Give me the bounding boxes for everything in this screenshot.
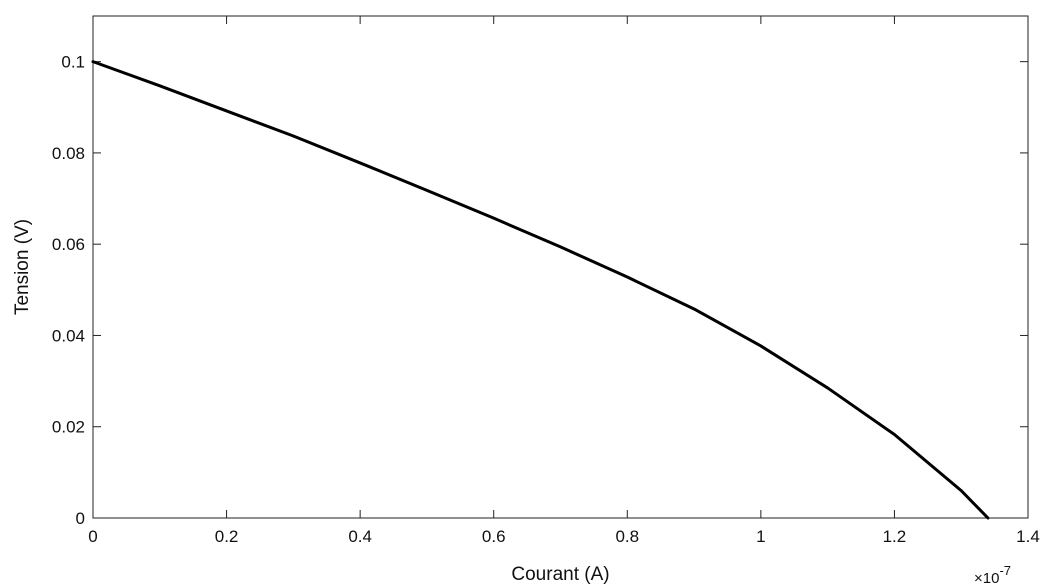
y-tick-label: 0.08 bbox=[52, 144, 85, 163]
x-tick-label: 0.8 bbox=[615, 527, 639, 546]
y-tick-label: 0.06 bbox=[52, 235, 85, 254]
x-tick-label: 0.2 bbox=[215, 527, 239, 546]
y-axis-ticks: 0 0.02 0.04 0.06 0.08 0.1 bbox=[52, 53, 1028, 528]
plot-area bbox=[92, 15, 1029, 519]
y-tick-label: 0.1 bbox=[61, 53, 85, 72]
y-axis-label: Tension (V) bbox=[12, 219, 33, 315]
x-tick-label: 0.6 bbox=[482, 527, 506, 546]
x-axis-multiplier: ×10-7 bbox=[974, 563, 1011, 585]
x-tick-label: 1.2 bbox=[883, 527, 907, 546]
x-multiplier-exponent: -7 bbox=[999, 563, 1011, 578]
x-axis-label: Courant (A) bbox=[511, 564, 609, 585]
x-tick-label: 1.4 bbox=[1016, 527, 1040, 546]
y-tick-label: 0.02 bbox=[52, 418, 85, 437]
series-line bbox=[91, 60, 990, 520]
y-tick-label: 0 bbox=[76, 509, 85, 528]
x-axis-ticks: 0 0.2 0.4 0.6 0.8 1 1.2 1.4 bbox=[88, 16, 1040, 546]
x-multiplier-base: ×10 bbox=[974, 570, 999, 585]
x-tick-label: 0 bbox=[88, 527, 97, 546]
x-tick-label: 1 bbox=[756, 527, 765, 546]
y-tick-label: 0.04 bbox=[52, 326, 85, 345]
x-tick-label: 0.4 bbox=[348, 527, 372, 546]
